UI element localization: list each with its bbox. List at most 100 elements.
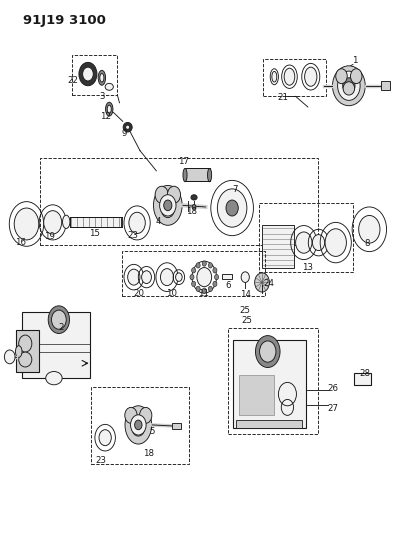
Ellipse shape xyxy=(332,66,365,106)
Text: 23: 23 xyxy=(127,231,138,240)
Circle shape xyxy=(226,200,238,216)
Ellipse shape xyxy=(107,105,111,113)
Text: 6: 6 xyxy=(225,281,231,290)
Circle shape xyxy=(48,306,69,334)
Circle shape xyxy=(256,336,280,368)
Text: 11: 11 xyxy=(198,288,208,297)
Ellipse shape xyxy=(167,186,180,203)
Text: 1: 1 xyxy=(352,56,358,64)
Ellipse shape xyxy=(126,125,130,130)
Circle shape xyxy=(208,286,212,292)
Circle shape xyxy=(51,310,66,329)
Circle shape xyxy=(260,341,276,362)
Bar xyxy=(381,82,390,90)
Circle shape xyxy=(255,273,269,292)
Circle shape xyxy=(160,269,173,286)
Ellipse shape xyxy=(191,195,197,200)
Bar xyxy=(91,387,189,464)
Text: 21: 21 xyxy=(278,93,289,102)
Circle shape xyxy=(213,268,217,273)
Bar xyxy=(72,55,118,95)
Circle shape xyxy=(208,263,212,268)
Bar xyxy=(228,328,318,434)
Text: 91J19 3100: 91J19 3100 xyxy=(23,14,106,27)
Circle shape xyxy=(129,212,145,233)
Ellipse shape xyxy=(159,195,176,216)
Ellipse shape xyxy=(161,200,174,217)
Text: 18: 18 xyxy=(143,449,154,458)
Ellipse shape xyxy=(351,69,362,84)
Ellipse shape xyxy=(100,74,104,82)
Text: 10: 10 xyxy=(166,288,178,297)
Circle shape xyxy=(296,232,312,253)
Ellipse shape xyxy=(284,68,295,85)
Ellipse shape xyxy=(140,407,152,423)
Bar xyxy=(262,225,294,268)
Ellipse shape xyxy=(135,420,142,430)
Ellipse shape xyxy=(183,168,187,182)
Ellipse shape xyxy=(336,69,347,84)
Text: 24: 24 xyxy=(263,279,275,288)
Text: 9: 9 xyxy=(122,129,127,138)
Text: 22: 22 xyxy=(67,76,78,85)
Text: 19: 19 xyxy=(44,232,55,241)
Text: 8: 8 xyxy=(365,239,370,248)
Bar xyxy=(122,251,265,296)
Ellipse shape xyxy=(155,186,168,203)
Ellipse shape xyxy=(343,78,355,94)
Circle shape xyxy=(196,263,200,268)
Bar xyxy=(172,423,181,429)
Ellipse shape xyxy=(98,70,106,85)
Circle shape xyxy=(99,430,111,446)
Ellipse shape xyxy=(123,123,132,132)
Text: 15: 15 xyxy=(89,229,99,238)
Ellipse shape xyxy=(132,421,145,436)
Bar xyxy=(239,375,274,415)
Ellipse shape xyxy=(192,205,196,209)
Bar xyxy=(39,158,318,245)
Text: 13: 13 xyxy=(302,263,313,272)
Bar xyxy=(22,312,90,378)
Circle shape xyxy=(5,350,15,364)
Ellipse shape xyxy=(105,83,113,90)
Text: 3: 3 xyxy=(99,92,105,101)
Text: 18: 18 xyxy=(186,207,197,216)
Circle shape xyxy=(83,67,93,81)
Ellipse shape xyxy=(337,71,360,100)
Ellipse shape xyxy=(272,71,277,82)
Circle shape xyxy=(359,215,380,243)
Circle shape xyxy=(241,272,249,282)
Text: 12: 12 xyxy=(100,112,111,121)
Bar xyxy=(354,373,371,384)
Ellipse shape xyxy=(125,407,137,423)
Circle shape xyxy=(215,274,219,280)
Bar xyxy=(16,330,39,372)
Ellipse shape xyxy=(46,372,62,385)
Circle shape xyxy=(192,281,196,287)
Text: 25: 25 xyxy=(240,305,251,314)
Circle shape xyxy=(14,208,39,240)
Text: 27: 27 xyxy=(328,405,339,414)
Ellipse shape xyxy=(16,346,22,358)
Bar xyxy=(69,216,121,227)
Circle shape xyxy=(79,62,97,86)
Bar xyxy=(259,203,353,272)
Bar xyxy=(222,274,232,279)
Circle shape xyxy=(312,235,325,251)
Circle shape xyxy=(190,274,194,280)
Text: 5: 5 xyxy=(150,427,155,436)
Ellipse shape xyxy=(125,406,152,444)
Ellipse shape xyxy=(19,335,32,352)
Circle shape xyxy=(202,261,206,266)
Bar xyxy=(236,420,302,428)
Text: 2: 2 xyxy=(58,323,64,332)
Bar xyxy=(185,168,210,181)
Text: 23: 23 xyxy=(95,456,106,465)
Circle shape xyxy=(197,268,212,287)
Text: 25: 25 xyxy=(241,316,252,325)
Ellipse shape xyxy=(62,215,70,229)
Ellipse shape xyxy=(131,415,146,435)
Ellipse shape xyxy=(175,273,182,281)
Text: 4: 4 xyxy=(156,217,162,226)
Circle shape xyxy=(192,268,196,273)
